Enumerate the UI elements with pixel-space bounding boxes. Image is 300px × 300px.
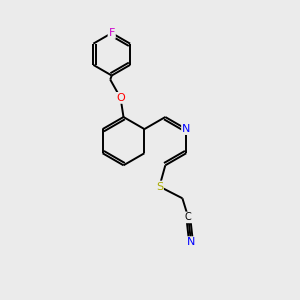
Text: C: C [185,212,192,222]
Text: N: N [187,237,195,247]
Text: N: N [182,124,190,134]
Text: F: F [109,28,115,38]
Text: S: S [156,182,163,191]
Text: O: O [116,93,125,103]
